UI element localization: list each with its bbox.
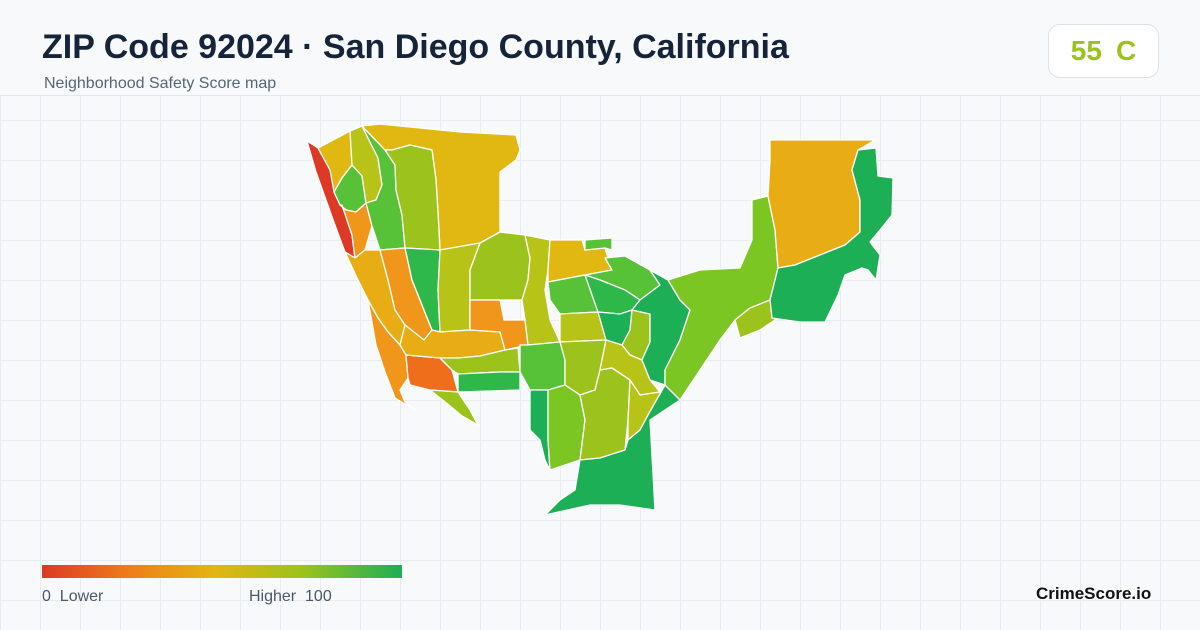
- neighborhood-region[interactable]: [584, 237, 613, 251]
- legend-min-value: 0: [42, 588, 51, 605]
- neighborhood-region[interactable]: [457, 371, 521, 393]
- legend-gradient-bar: [42, 565, 402, 578]
- page-title: ZIP Code 92024 · San Diego County, Calif…: [42, 28, 789, 66]
- page-subtitle: Neighborhood Safety Score map: [44, 75, 277, 92]
- brand-logo-text[interactable]: CrimeScore.io: [1036, 584, 1152, 603]
- header-band: [0, 0, 1200, 96]
- neighborhood-region[interactable]: [429, 389, 479, 426]
- neighborhood-region[interactable]: [544, 384, 681, 516]
- neighborhood-region[interactable]: [339, 202, 373, 259]
- neighborhood-region[interactable]: [547, 384, 586, 471]
- score-badge: 55 C: [1048, 24, 1159, 78]
- neighborhood-region[interactable]: [439, 347, 521, 375]
- legend-higher-label: Higher 100: [249, 588, 332, 606]
- neighborhood-region[interactable]: [529, 389, 551, 471]
- neighborhood-region[interactable]: [519, 341, 566, 391]
- neighborhood-region[interactable]: [367, 299, 416, 411]
- legend-max-label: Higher: [249, 588, 297, 605]
- legend-lower-label: 0 Lower: [42, 588, 103, 606]
- neighborhood-region[interactable]: [384, 144, 441, 251]
- legend-max-value: 100: [305, 588, 332, 605]
- neighborhood-region[interactable]: [769, 147, 894, 323]
- legend-min-label: Lower: [59, 588, 104, 605]
- neighborhood-region[interactable]: [664, 195, 779, 401]
- safety-grade: C: [1115, 35, 1137, 66]
- neighborhood-region[interactable]: [734, 299, 776, 339]
- safety-score-value: 55: [1070, 35, 1102, 66]
